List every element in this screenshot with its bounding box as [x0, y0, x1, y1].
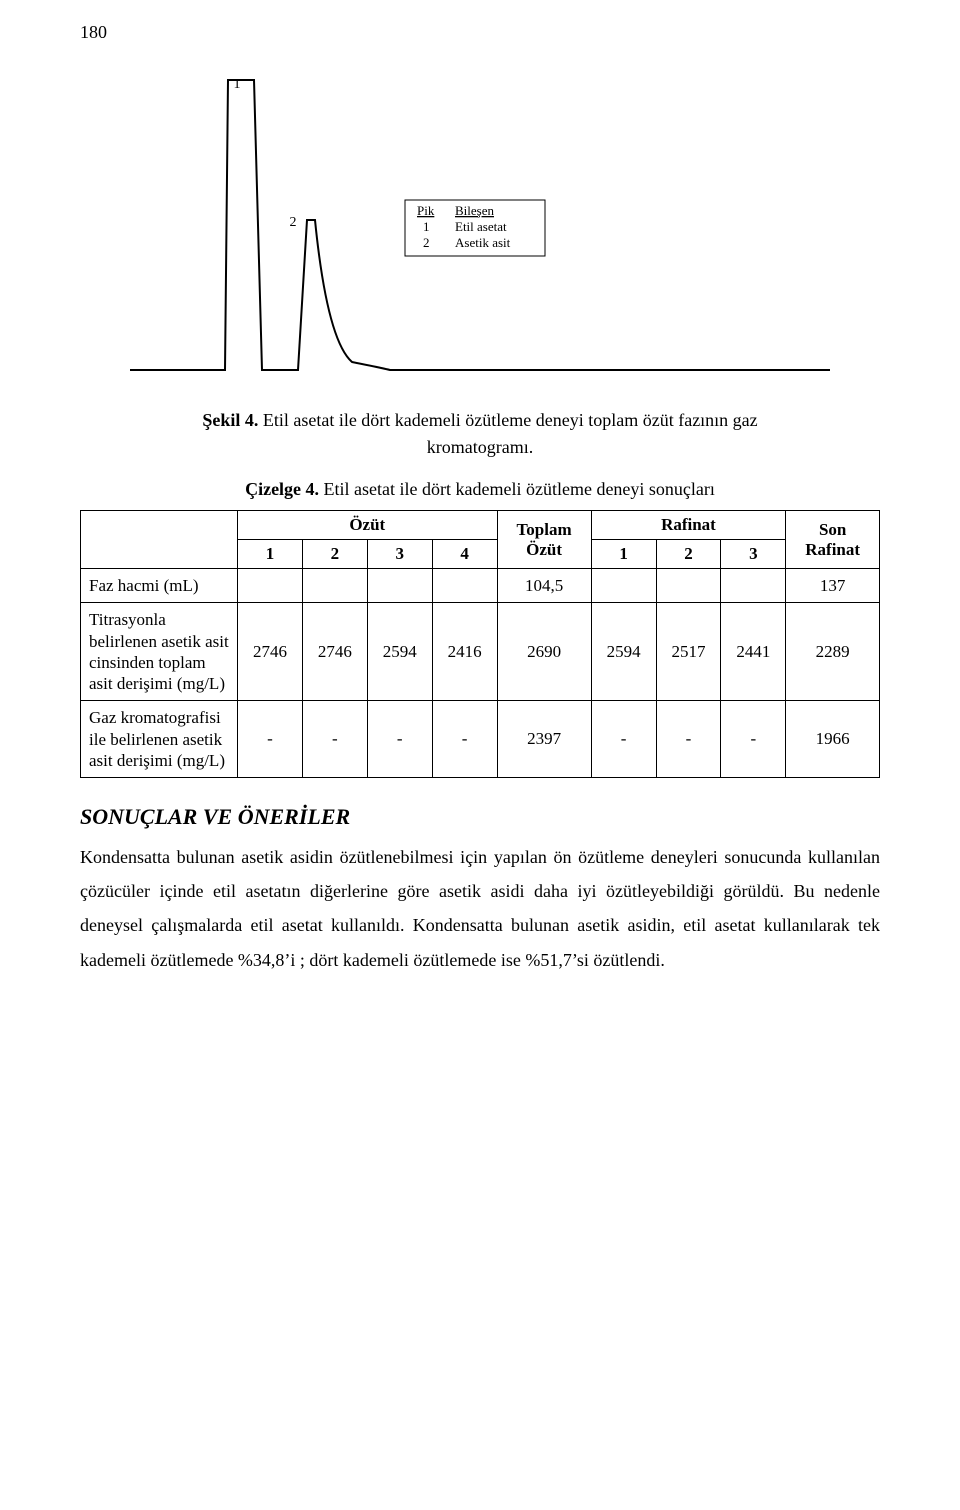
section-title: SONUÇLAR VE ÖNERİLER [80, 804, 880, 830]
cell-ozut: 2416 [432, 603, 497, 701]
th-toplam-l2: Özüt [526, 540, 562, 559]
th-son-l1: Son [819, 520, 846, 539]
peak-label: 1 [234, 77, 241, 92]
th-empty [81, 511, 238, 569]
figure-caption-text2: kromatogramı. [427, 437, 533, 457]
th-rafinat: Rafinat [591, 511, 786, 540]
figure-caption: Şekil 4. Etil asetat ile dört kademeli ö… [80, 407, 880, 461]
page-number: 180 [80, 22, 107, 43]
cell-ozut: - [302, 701, 367, 778]
body-paragraph: Kondensatta bulunan asetik asidin özütle… [80, 840, 880, 977]
chromatogram-svg: 12PikBileşen1Etil asetat2Asetik asit [130, 70, 830, 390]
cell-ozut: - [367, 701, 432, 778]
cell-rafinat: 2441 [721, 603, 786, 701]
svg-text:Asetik asit: Asetik asit [455, 235, 511, 250]
cell-ozut [302, 569, 367, 603]
th-son-l2: Rafinat [805, 540, 860, 559]
cell-ozut: 2746 [238, 603, 303, 701]
cell-toplam: 2397 [497, 701, 591, 778]
th-rafinat-sub: 3 [721, 540, 786, 569]
svg-text:Pik: Pik [417, 203, 435, 218]
table-caption: Çizelge 4. Etil asetat ile dört kademeli… [80, 479, 880, 500]
results-table: Özüt Toplam Özüt Rafinat Son Rafinat 123… [80, 510, 880, 778]
cell-rafinat: - [591, 701, 656, 778]
table-caption-label: Çizelge 4. [245, 479, 319, 499]
cell-rafinat [591, 569, 656, 603]
row-label: Gaz kromatografisi ile belirlenen asetik… [81, 701, 238, 778]
table-row: Gaz kromatografisi ile belirlenen asetik… [81, 701, 880, 778]
figure-caption-text1: Etil asetat ile dört kademeli özütleme d… [258, 410, 757, 430]
th-ozut: Özüt [238, 511, 498, 540]
th-ozut-sub: 4 [432, 540, 497, 569]
legend: Pik Bileşen 1 Etil asetat 2 Asetik asit [405, 200, 545, 256]
cell-ozut: - [238, 701, 303, 778]
table-caption-text: Etil asetat ile dört kademeli özütleme d… [319, 479, 715, 499]
cell-rafinat [721, 569, 786, 603]
table-header: Özüt Toplam Özüt Rafinat Son Rafinat 123… [81, 511, 880, 569]
cell-ozut: 2594 [367, 603, 432, 701]
svg-text:2: 2 [423, 235, 430, 250]
svg-text:Bileşen: Bileşen [455, 203, 494, 218]
cell-ozut [432, 569, 497, 603]
cell-ozut [238, 569, 303, 603]
cell-toplam: 2690 [497, 603, 591, 701]
table-row: Titrasyonla belirlenen asetik asit cinsi… [81, 603, 880, 701]
cell-ozut [367, 569, 432, 603]
row-label: Faz hacmi (mL) [81, 569, 238, 603]
th-toplam-ozut: Toplam Özüt [497, 511, 591, 569]
cell-son: 137 [786, 569, 880, 603]
th-son-rafinat: Son Rafinat [786, 511, 880, 569]
svg-text:Etil asetat: Etil asetat [455, 219, 507, 234]
table-header-row-1: Özüt Toplam Özüt Rafinat Son Rafinat [81, 511, 880, 540]
peak-label: 2 [290, 215, 297, 230]
cell-rafinat: - [721, 701, 786, 778]
cell-rafinat [656, 569, 721, 603]
th-rafinat-sub: 2 [656, 540, 721, 569]
table-body: Faz hacmi (mL) 104,5 137 Titrasyonla belirl… [81, 569, 880, 778]
figure-caption-label: Şekil 4. [202, 410, 258, 430]
th-ozut-sub: 2 [302, 540, 367, 569]
cell-toplam: 104,5 [497, 569, 591, 603]
th-ozut-sub: 3 [367, 540, 432, 569]
cell-rafinat: 2517 [656, 603, 721, 701]
row-label: Titrasyonla belirlenen asetik asit cinsi… [81, 603, 238, 701]
th-rafinat-sub: 1 [591, 540, 656, 569]
cell-rafinat: 2594 [591, 603, 656, 701]
th-toplam-l1: Toplam [517, 520, 572, 539]
cell-ozut: 2746 [302, 603, 367, 701]
cell-ozut: - [432, 701, 497, 778]
cell-son: 2289 [786, 603, 880, 701]
page: 180 12PikBileşen1Etil asetat2Asetik asit… [0, 0, 960, 1510]
svg-text:1: 1 [423, 219, 430, 234]
table-row: Faz hacmi (mL) 104,5 137 [81, 569, 880, 603]
chromatogram-figure: 12PikBileşen1Etil asetat2Asetik asit [130, 70, 880, 395]
cell-son: 1966 [786, 701, 880, 778]
th-ozut-sub: 1 [238, 540, 303, 569]
cell-rafinat: - [656, 701, 721, 778]
